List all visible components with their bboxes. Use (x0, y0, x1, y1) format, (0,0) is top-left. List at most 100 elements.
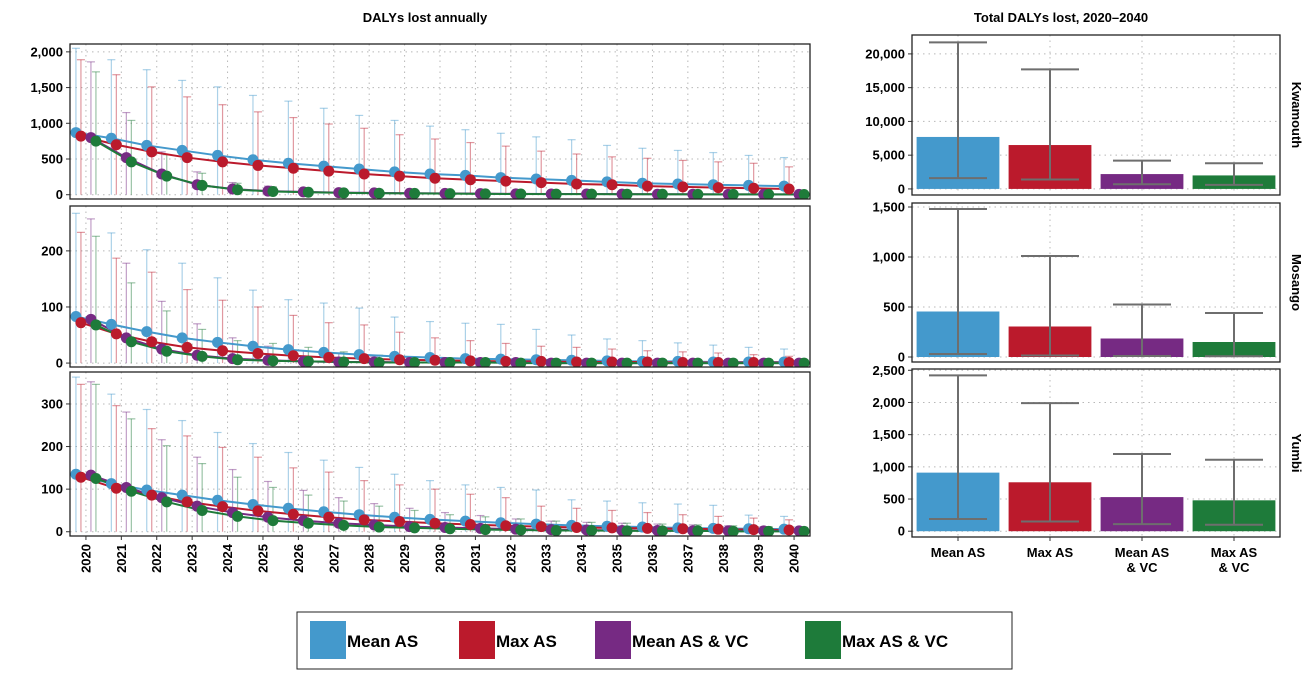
panel-frame (69, 43, 811, 200)
data-point (586, 524, 598, 536)
legend-label: Max AS (496, 632, 557, 651)
data-point (338, 187, 350, 199)
data-point (606, 522, 618, 534)
y-tick-label: 1,000 (872, 250, 905, 265)
y-tick-label: 5,000 (872, 148, 905, 163)
data-point (161, 345, 173, 357)
data-point (500, 520, 512, 532)
data-point (125, 336, 137, 348)
data-point (798, 189, 810, 199)
data-point (302, 355, 314, 367)
x-tick-label: 2030 (433, 544, 448, 573)
x-tick-label: 2022 (149, 544, 164, 573)
data-point (429, 172, 441, 184)
x-tick-label: 2023 (185, 544, 200, 573)
data-point (748, 357, 760, 367)
data-point (641, 180, 653, 192)
data-point (727, 357, 739, 367)
data-point (125, 156, 137, 168)
y-tick-label: 0 (56, 187, 63, 202)
category-label: & VC (1218, 560, 1250, 575)
data-point (550, 524, 562, 536)
y-tick-label: 15,000 (865, 80, 905, 95)
data-point (606, 179, 618, 191)
x-tick-label: 2036 (645, 544, 660, 573)
bar-panel-mosango: 0 500 1,000 1,500 Mosango (872, 200, 1304, 365)
data-point (641, 356, 653, 367)
strip-label: Kwamouth (1289, 82, 1304, 149)
data-point (748, 524, 760, 536)
data-point (783, 524, 795, 536)
legend-swatch (310, 621, 346, 659)
y-tick-label: 1,500 (872, 200, 905, 215)
x-tick-label: 2034 (574, 543, 589, 573)
data-point (621, 188, 633, 199)
data-point (267, 186, 279, 197)
data-point (287, 508, 299, 520)
data-point (692, 188, 704, 199)
y-tick-label: 1,500 (30, 80, 63, 95)
data-point (232, 510, 244, 522)
data-point (571, 178, 583, 190)
data-point (252, 505, 264, 517)
x-tick-label: 2026 (291, 544, 306, 573)
data-point (90, 319, 102, 331)
data-point (287, 350, 299, 362)
x-tick-label: 2037 (680, 544, 695, 573)
data-point (217, 501, 229, 513)
data-point (727, 525, 739, 536)
data-point (409, 357, 421, 367)
data-point (146, 489, 158, 501)
data-point (302, 186, 314, 198)
data-point (161, 496, 173, 508)
data-point (798, 357, 810, 367)
data-point (394, 170, 406, 182)
data-point (535, 177, 547, 189)
data-point (176, 332, 188, 344)
x-tick-label: 2025 (255, 544, 270, 573)
panel-frame (911, 368, 1281, 538)
data-point (515, 357, 527, 367)
y-tick-label: 20,000 (865, 46, 905, 61)
data-point (196, 179, 208, 191)
data-point (232, 354, 244, 366)
data-point (500, 355, 512, 367)
data-point (373, 187, 385, 199)
x-tick-label: 2020 (78, 544, 93, 573)
data-point (358, 353, 370, 365)
y-tick-label: 2,000 (872, 395, 905, 410)
line-panel-kwamouth: 0 500 1,000 1,500 2,000 (30, 43, 811, 202)
data-point (110, 139, 122, 151)
category-label: & VC (1126, 560, 1158, 575)
category-label: Max AS (1211, 545, 1258, 560)
annual-line-panels: 0 500 1,000 1,500 2,000 0 100 200 0 100 200 300 2020… (30, 43, 811, 573)
data-point (181, 341, 193, 353)
data-point (323, 351, 335, 363)
data-point (196, 504, 208, 516)
series-group (70, 47, 810, 199)
x-tick-label: 2033 (539, 544, 554, 573)
y-tick-label: 100 (41, 299, 63, 314)
data-point (125, 485, 137, 497)
x-tick-label: 2024 (220, 543, 235, 573)
data-point (677, 523, 689, 535)
panel-frame (911, 202, 1281, 363)
data-point (217, 156, 229, 168)
data-point (712, 523, 724, 535)
data-point (394, 354, 406, 366)
data-point (212, 336, 224, 348)
data-point (181, 496, 193, 508)
data-point (287, 162, 299, 174)
data-point (712, 357, 724, 367)
data-point (515, 524, 527, 536)
bar-panel-kwamouth: 0 5,000 10,000 15,000 20,000 Kwamouth (865, 34, 1304, 196)
data-point (677, 181, 689, 193)
data-point (409, 522, 421, 534)
data-point (621, 525, 633, 536)
data-point (358, 168, 370, 180)
legend-swatch (595, 621, 631, 659)
data-point (252, 159, 264, 171)
data-point (394, 516, 406, 528)
data-point (75, 130, 87, 142)
